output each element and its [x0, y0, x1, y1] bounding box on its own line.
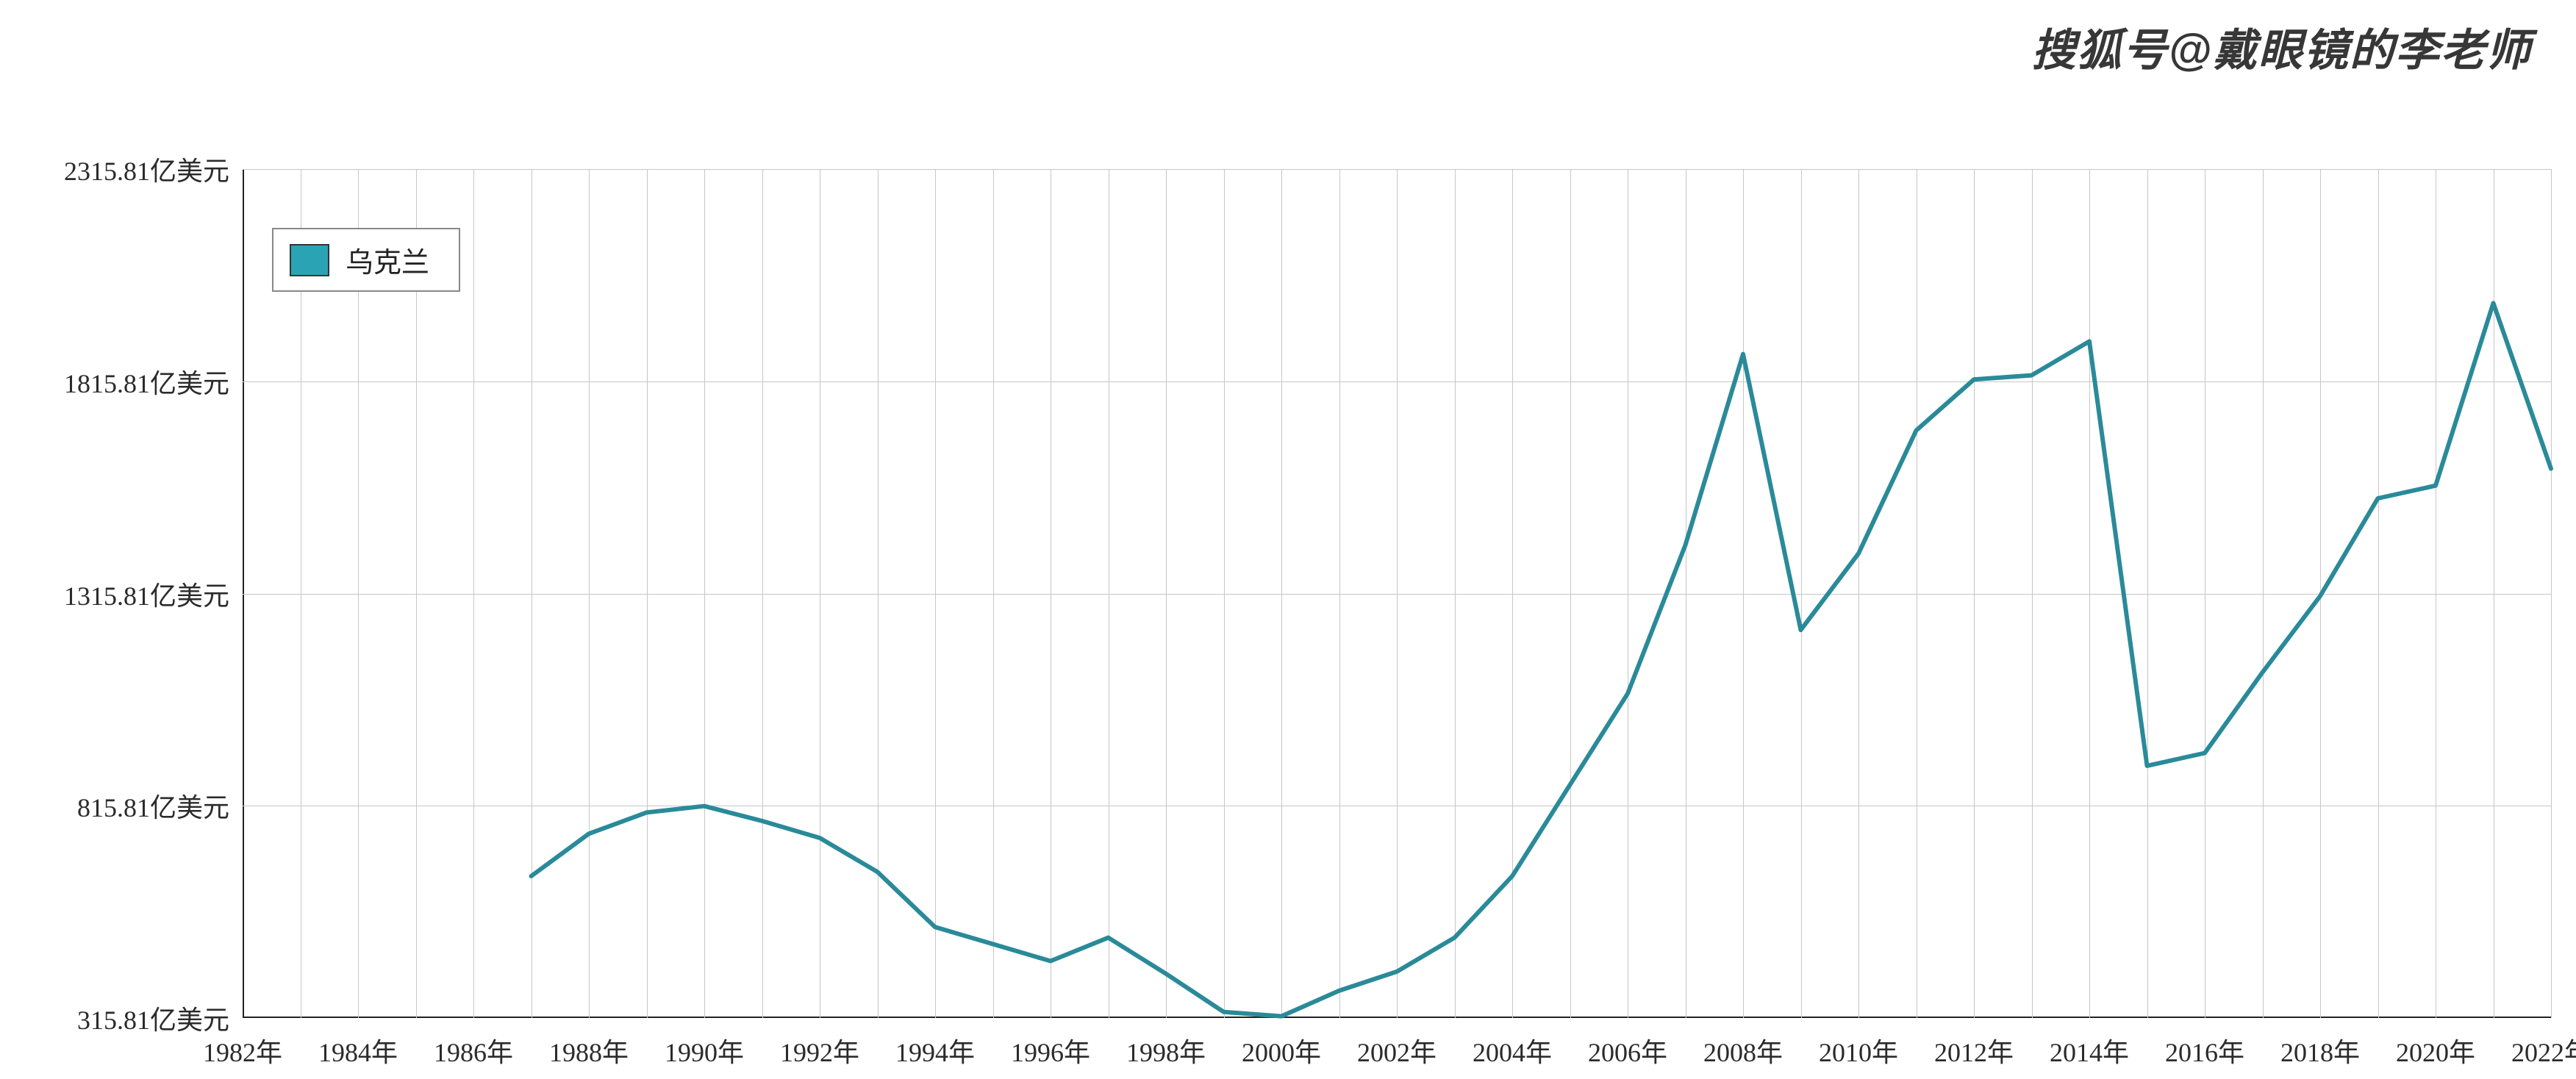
legend-label: 乌克兰	[346, 240, 429, 280]
watermark-text: 搜狐号@戴眼镜的李老师	[2031, 15, 2532, 79]
legend: 乌克兰	[272, 228, 460, 292]
line-series-layer	[0, 0, 2576, 1079]
chart-container: 搜狐号@戴眼镜的李老师 315.81亿美元815.81亿美元1315.81亿美元…	[0, 0, 2576, 1079]
legend-swatch	[290, 244, 329, 276]
series-line	[532, 303, 2552, 1016]
